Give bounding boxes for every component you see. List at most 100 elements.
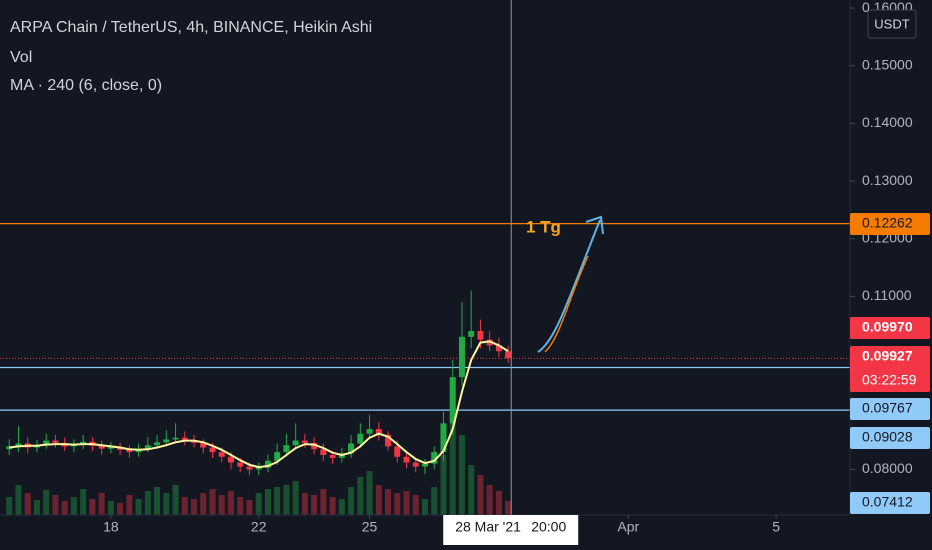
arrow-head (585, 215, 604, 235)
ma-legend: MA · 240 (6, close, 0) (10, 77, 162, 94)
volume-bar (89, 499, 96, 515)
candle-body (403, 456, 410, 463)
x-tick-label: 18 (103, 519, 119, 535)
price-line-label-box (850, 213, 930, 235)
price-axis: 0.160000.150000.140000.130000.120000.110… (850, 0, 930, 514)
volume-bar (468, 465, 475, 515)
forecast-arrow (537, 219, 601, 353)
volume-bar (126, 495, 133, 515)
candle-body (163, 439, 170, 443)
candle-body (505, 351, 512, 359)
volume-bar (70, 497, 77, 515)
crosshair-date: 28 Mar '21 (455, 519, 521, 535)
volume-bar (255, 493, 262, 515)
volume-bar (385, 489, 392, 515)
candle-body (144, 445, 151, 449)
volume-bar (477, 475, 484, 515)
price-line-label-box (850, 492, 930, 514)
candle-body (43, 440, 50, 446)
candle-body (283, 445, 290, 453)
candle-body (366, 429, 373, 434)
volume-bar (505, 501, 512, 515)
volume-bar (24, 493, 31, 515)
candle-body (292, 440, 299, 446)
candle-body (385, 434, 392, 447)
candle-body (375, 429, 382, 435)
candle-body (107, 446, 114, 449)
volume-bar (209, 489, 216, 515)
volume-bar (246, 500, 253, 515)
volume-bar (163, 493, 170, 515)
candle-body (301, 440, 308, 443)
candle-body (468, 331, 475, 337)
candle-body (348, 443, 355, 454)
volume-bar (338, 499, 345, 515)
volume-bar (311, 495, 318, 515)
forecast-line (544, 255, 589, 353)
candle-body (154, 442, 161, 446)
candle-body (440, 423, 447, 453)
countdown: 03:22:59 (862, 372, 917, 388)
currency-box (867, 9, 917, 39)
candle-body (126, 449, 133, 453)
volume-bar (329, 497, 336, 515)
volume-bar (144, 491, 151, 515)
candle-body (274, 452, 281, 461)
chart-title: ARPA Chain / TetherUS, 4h, BINANCE, Heik… (10, 19, 372, 36)
volume-bar (394, 493, 401, 515)
volume-bar (357, 477, 364, 515)
crosshair-label-box (443, 515, 579, 545)
alt-price-label-box (850, 317, 930, 339)
candle-body (486, 339, 493, 346)
volume-bar (43, 490, 50, 515)
volume-bar (117, 503, 124, 515)
volume-bar (283, 485, 290, 515)
volume-bar (449, 420, 456, 515)
y-tick-label: 0.15000 (862, 56, 913, 72)
candle-body (200, 442, 207, 448)
candle-body (227, 456, 234, 463)
volume-bar (264, 489, 271, 515)
candle-body (98, 445, 105, 449)
volume-bar (458, 435, 465, 515)
plot-area (0, 0, 850, 515)
candle-body (237, 462, 244, 467)
volume-bar (191, 499, 198, 515)
volume-bar (52, 495, 59, 515)
candle-body (431, 452, 438, 464)
volume-bar (154, 487, 161, 515)
price-line-label: 0.09767 (862, 400, 913, 416)
candle-body (255, 467, 262, 470)
x-tick-label: 25 (362, 519, 378, 535)
candle-body (264, 460, 271, 468)
volume-bar (292, 481, 299, 515)
candle-body (246, 466, 253, 470)
forecast-drawing (537, 215, 604, 353)
alt-price-label: 0.09970 (862, 319, 913, 335)
volume-bar (135, 499, 142, 515)
volume-bar (431, 487, 438, 515)
y-tick-label: 0.14000 (862, 114, 913, 130)
price-line-label-box (850, 398, 930, 420)
y-tick-label: 0.13000 (862, 172, 913, 188)
volume-bar (107, 501, 114, 515)
volume-bar (61, 501, 68, 515)
candle-body (320, 449, 327, 456)
crosshair-time: 20:00 (531, 519, 566, 535)
price-line-label-box (850, 427, 930, 449)
volume-bar (181, 497, 188, 515)
last-price-label: 0.09927 (862, 348, 913, 364)
price-line-label: 0.09028 (862, 429, 913, 445)
candle-body (181, 437, 188, 441)
candle-body (357, 433, 364, 444)
volume-bar (320, 489, 327, 515)
volume-legend: Vol (10, 49, 32, 66)
currency: USDT (874, 16, 909, 31)
x-tick-label: 5 (772, 519, 780, 535)
candle-body (329, 455, 336, 458)
volume-bar (98, 493, 105, 515)
price-line-label: 0.07412 (862, 494, 913, 510)
y-tick-label: 0.08000 (862, 460, 913, 476)
candle-body (421, 463, 429, 467)
